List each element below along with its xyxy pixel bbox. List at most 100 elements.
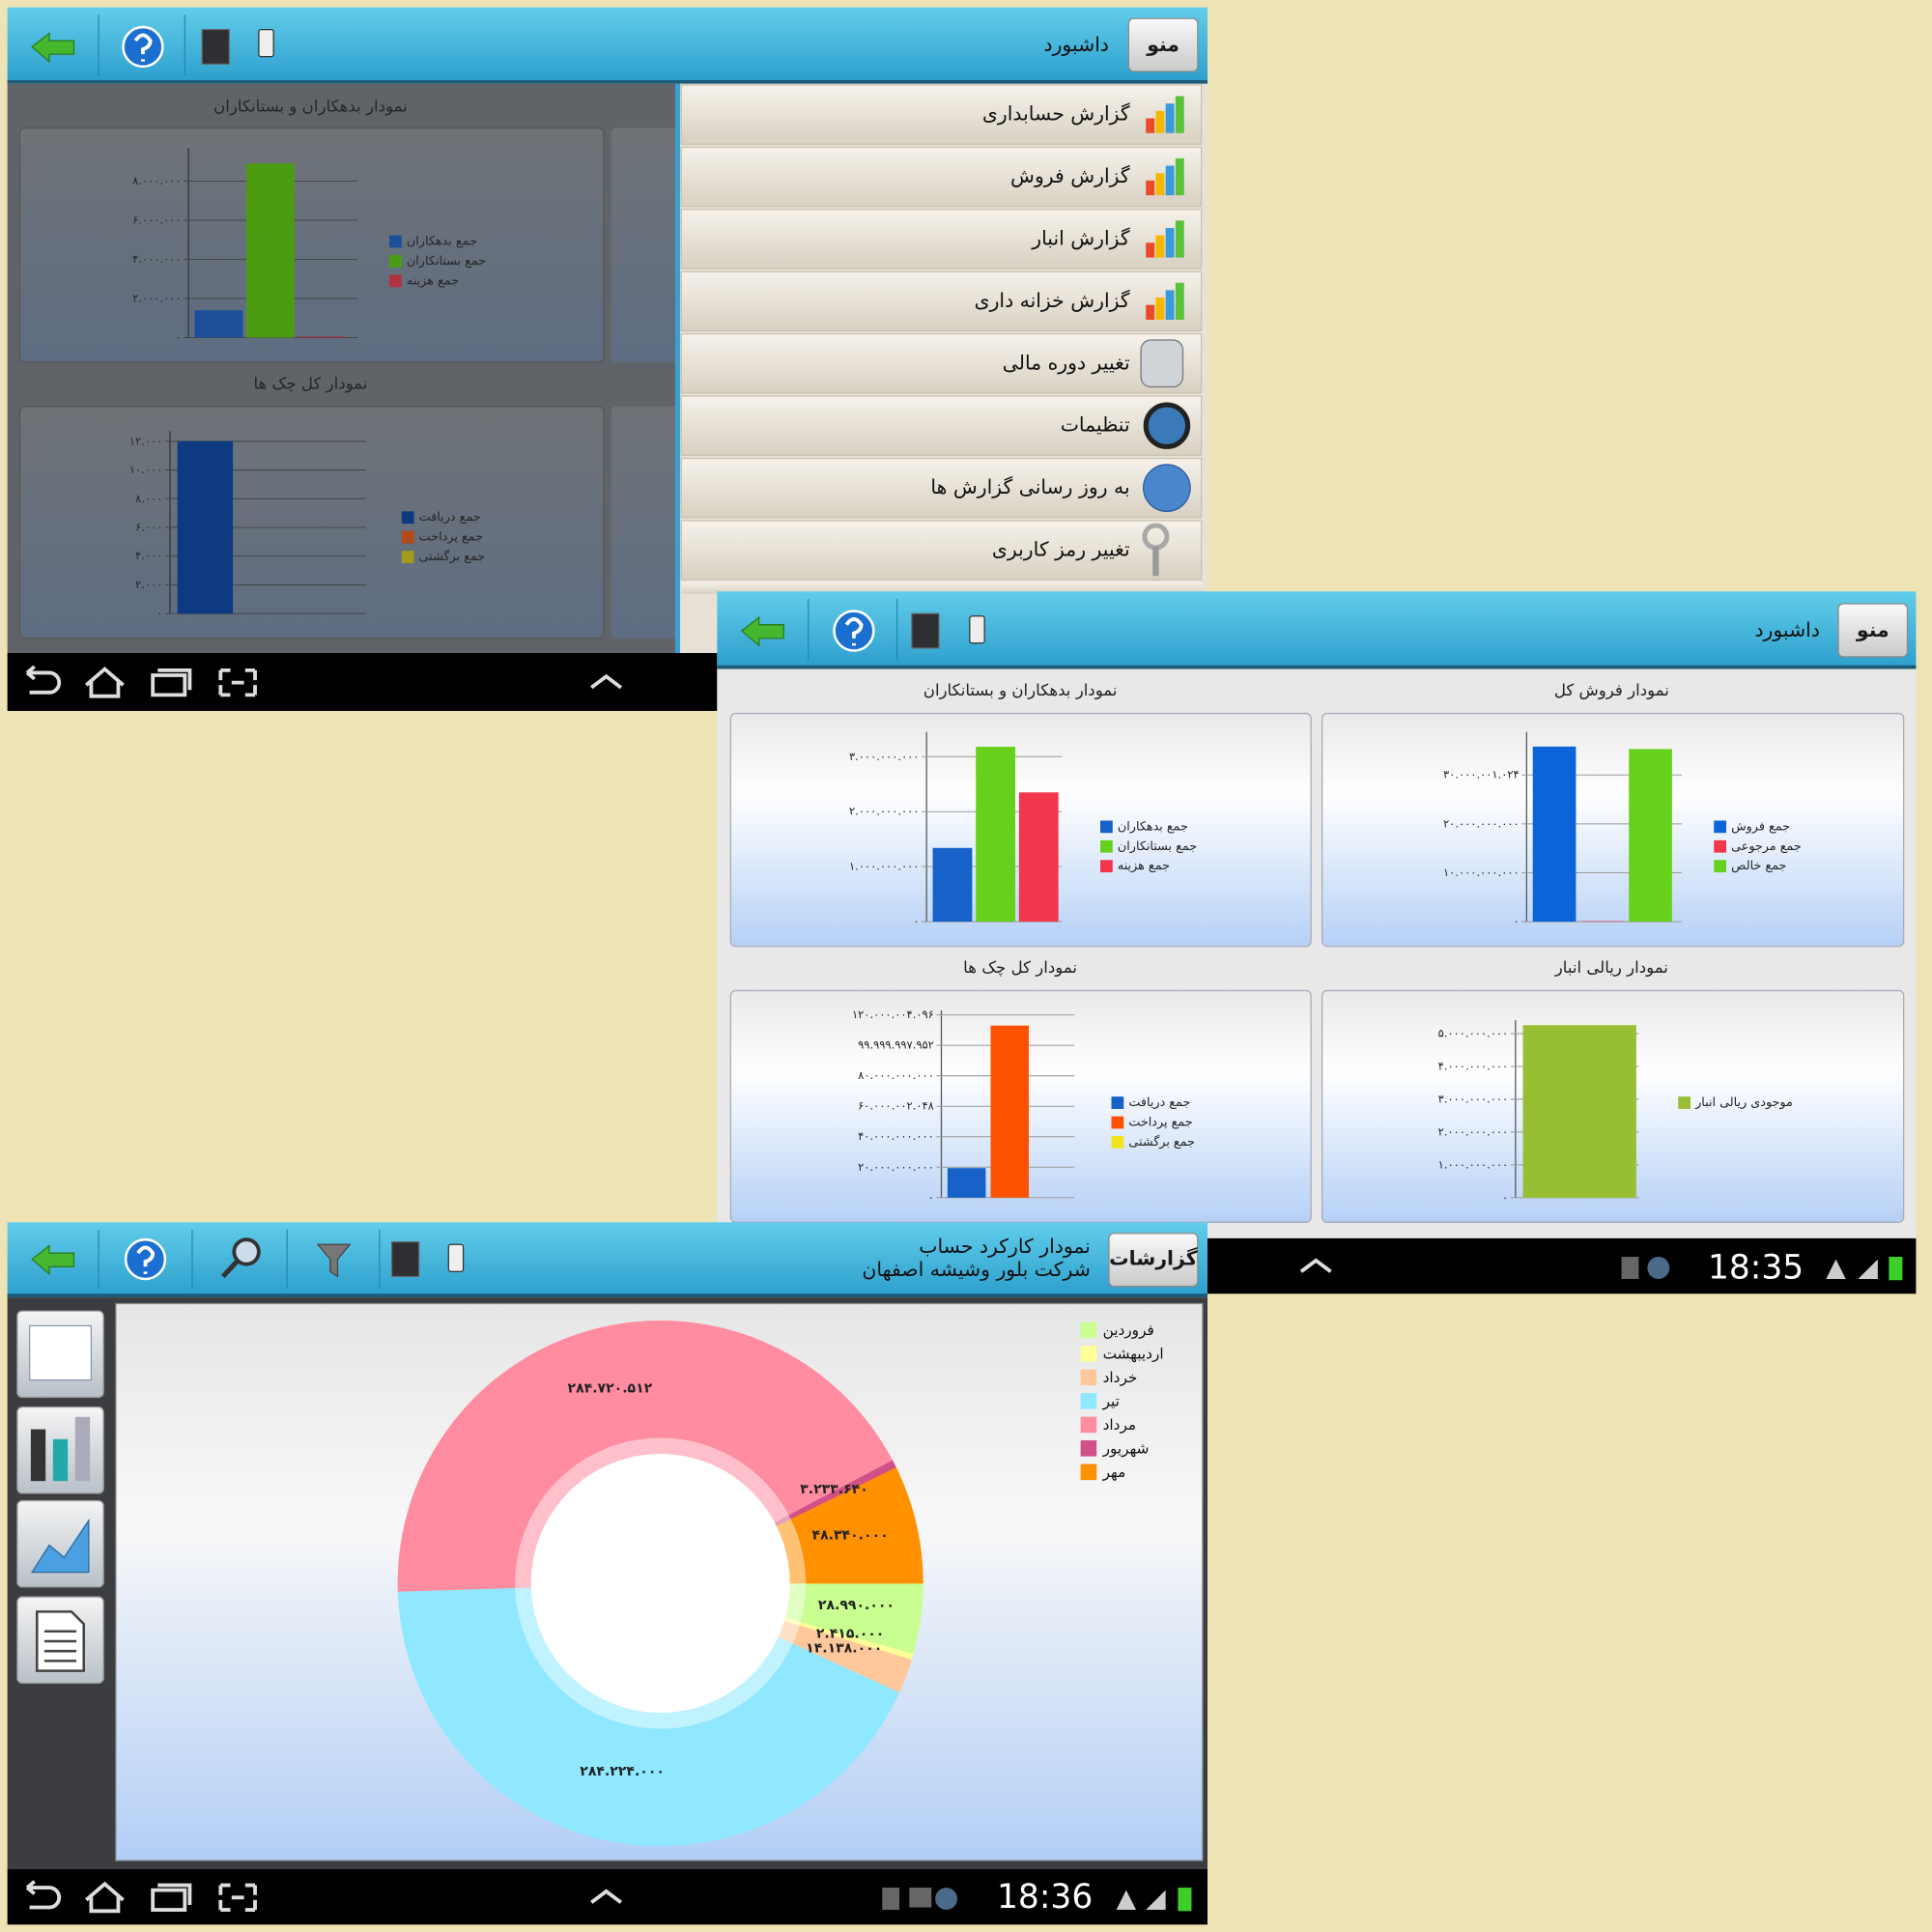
menu-item[interactable]: گزارش فروش (680, 146, 1203, 208)
menu-icon (1155, 173, 1165, 196)
menu-row[interactable] (680, 209, 1203, 270)
chart-title: نمودار بدهکاران و بستانکاران (213, 97, 408, 116)
menu-button[interactable] (1127, 17, 1199, 72)
menu-item-label: گزارش خزانه داری (975, 289, 1130, 312)
menu-item[interactable]: تنظیمات (680, 395, 1203, 456)
menu-row[interactable] (680, 395, 1203, 456)
legend-swatch (1714, 820, 1726, 834)
help-button[interactable] (122, 25, 164, 69)
nav-back[interactable] (25, 665, 62, 695)
chart-title: نمودار ریالی انبار (1554, 958, 1668, 978)
search-button[interactable] (232, 1237, 261, 1266)
nav-up[interactable] (590, 1889, 623, 1904)
menu-icon (1143, 464, 1191, 512)
nav-home[interactable] (85, 1881, 125, 1914)
nav-back[interactable] (25, 1880, 62, 1910)
help-glyph (844, 617, 864, 646)
server-icon[interactable] (390, 1241, 420, 1278)
nav-recent[interactable] (151, 668, 192, 697)
y-tick-label: ۸.۰۰۰.۰۰۰ (132, 174, 181, 187)
reports-button[interactable] (1108, 1233, 1199, 1288)
legend-label: تیر (1102, 1393, 1120, 1410)
legend-swatch (389, 274, 402, 288)
legend-swatch (401, 551, 414, 563)
value-label: ۲۸۴.۷۲۰.۵۱۲ (568, 1381, 653, 1397)
y-tick-label: ۶.۰۰۰ (135, 521, 162, 534)
legend-label: جمع خالص (1731, 859, 1786, 873)
wifi-icon (1116, 1889, 1137, 1911)
menu-row[interactable] (680, 84, 1203, 145)
wifi-icon (1826, 1259, 1846, 1279)
legend-label: جمع پرداخت (419, 530, 483, 545)
menu-icon (1155, 235, 1165, 258)
nav-home[interactable] (85, 667, 125, 698)
value-label: ۱۴.۱۳۸.۰۰۰ (806, 1641, 882, 1657)
menu-item[interactable]: گزارش خزانه داری (680, 270, 1203, 332)
status-time: 18:36 (997, 1878, 1093, 1917)
menu-item[interactable]: به روز رسانی گزارش ها (680, 457, 1203, 519)
header-title: نمودار کارکرد حساب (919, 1235, 1091, 1258)
y-tick-label: ۳۰.۰۰۰.۰۰۱.۰۲۴ (1443, 768, 1520, 781)
battery-icon (1889, 1257, 1903, 1281)
menu-item[interactable]: گزارش حسابداری (680, 84, 1203, 145)
back-button[interactable] (31, 32, 75, 64)
menu-row[interactable] (680, 457, 1203, 519)
header-edge (717, 665, 1917, 669)
legend-label: جمع دریافت (1128, 1095, 1190, 1110)
bar-glyph (30, 1429, 46, 1482)
nav-up[interactable] (590, 673, 623, 690)
help-button[interactable] (833, 610, 875, 652)
server-icon[interactable] (201, 28, 230, 65)
status-icon (882, 1888, 900, 1911)
value-label: ۲.۴۱۵.۰۰۰ (816, 1626, 885, 1641)
back-button[interactable] (740, 615, 784, 647)
charts: نمودار بدهکاران و بستانکاران ۰ ۱.۰۰۰.۰۰۰.۰… (729, 681, 1905, 1223)
menu-row[interactable] (680, 520, 1203, 581)
menu-icon (1140, 339, 1184, 388)
nav-screenshot[interactable] (218, 668, 257, 697)
menu-row[interactable] (680, 146, 1203, 208)
menu-item-label: گزارش حسابداری (982, 102, 1130, 126)
menu-icon (1146, 180, 1155, 196)
battery-icon (1178, 1888, 1192, 1912)
bar (177, 440, 234, 614)
menu-icon (1146, 304, 1155, 320)
legend-swatch (401, 530, 414, 544)
back-button[interactable] (31, 1244, 75, 1276)
y-tick-label: ۲۰.۰۰۰.۰۰۰.۰۰۰ (858, 1160, 934, 1174)
y-tick-label: ۱.۰۰۰.۰۰۰.۰۰۰ (849, 860, 920, 873)
menu: گزارش حسابداری گزارش فروش گزارش انبار گزارش… (680, 84, 1203, 594)
y-tick-label: ۱.۰۰۰.۰۰۰.۰۰۰ (1438, 1157, 1509, 1171)
menu-icon (1175, 157, 1184, 196)
status-icon (1647, 1257, 1670, 1279)
y-tick-label: ۳.۰۰۰.۰۰۰.۰۰۰ (1438, 1092, 1509, 1105)
legend-swatch (1111, 1136, 1124, 1149)
menu-item[interactable]: تغییر دوره مالی (680, 333, 1203, 394)
legend-swatch (1080, 1393, 1097, 1409)
menu-row[interactable] (680, 270, 1203, 332)
menu-button[interactable] (1837, 603, 1909, 658)
nav-up[interactable] (1299, 1258, 1332, 1273)
menu-item[interactable]: تغییر رمز کاربری (680, 520, 1203, 581)
help-button[interactable] (124, 1237, 167, 1281)
menu-item[interactable]: گزارش انبار (680, 209, 1203, 270)
server-icon[interactable] (911, 612, 940, 649)
phone-icon (258, 28, 274, 58)
legend-label: جمع بدهکاران (1118, 819, 1188, 834)
chart-title: نمودار کل چک ها (253, 374, 367, 393)
menu-icon (1146, 242, 1155, 258)
status-icon (909, 1888, 932, 1908)
bar (1018, 792, 1059, 923)
nav-screenshot[interactable] (218, 1883, 257, 1912)
menu-icon (1165, 290, 1175, 320)
legend-swatch (1080, 1440, 1097, 1457)
menu-row[interactable] (680, 333, 1203, 394)
y-tick-label: ۰ (1514, 915, 1520, 928)
legend-label: جمع بدهکاران (407, 235, 477, 249)
legend-swatch (1111, 1096, 1124, 1109)
line-view-button[interactable] (16, 1499, 104, 1588)
filter-button[interactable] (316, 1243, 352, 1278)
nav-recent[interactable] (151, 1883, 192, 1912)
